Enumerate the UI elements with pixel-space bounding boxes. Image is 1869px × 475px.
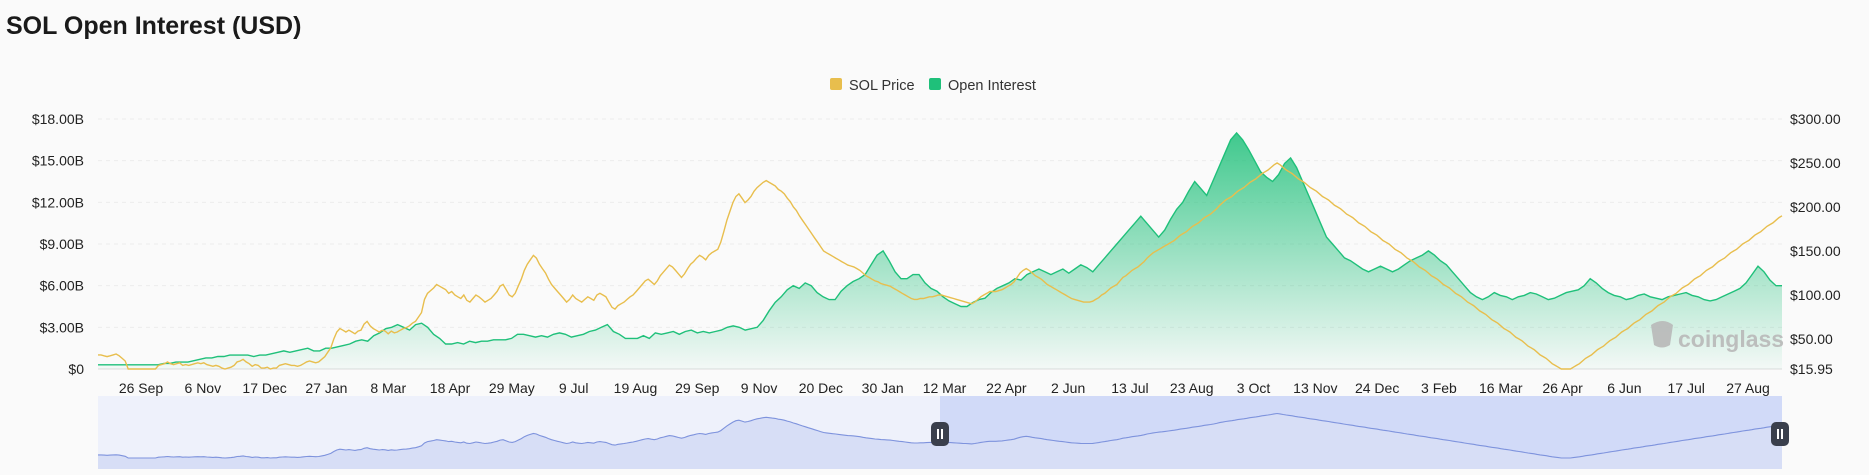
y-left-tick-label: $9.00B: [40, 236, 84, 252]
watermark-text: coinglass: [1678, 326, 1784, 352]
y-right-tick-label: $150.00: [1790, 243, 1841, 259]
x-tick-label: 29 Sep: [675, 380, 720, 396]
x-tick-label: 24 Dec: [1355, 380, 1399, 396]
y-left-tick-label: $15.00B: [32, 153, 84, 169]
y-left-tick-label: $18.00B: [32, 111, 84, 127]
y-right-tick-label: $250.00: [1790, 155, 1841, 171]
x-tick-label: 26 Apr: [1542, 380, 1583, 396]
y-left-tick-label: $3.00B: [40, 319, 84, 335]
y-left-tick-label: $12.00B: [32, 194, 84, 210]
right-axis: $15.95 $50.00 $100.00 $150.00 $200.00 $250.00…: [1790, 111, 1841, 377]
left-axis: $0 $3.00B $6.00B $9.00B $12.00B $15.00B $18.00…: [32, 111, 84, 377]
x-tick-label: 29 May: [489, 380, 535, 396]
x-tick-label: 2 Jun: [1051, 380, 1085, 396]
x-tick-label: 13 Jul: [1111, 380, 1148, 396]
x-tick-label: 23 Aug: [1170, 380, 1214, 396]
x-axis: 26 Sep 6 Nov 17 Dec 27 Jan 8 Mar 18 Apr 29 May…: [119, 380, 1770, 396]
open-interest-area: [98, 132, 1782, 369]
x-tick-label: 20 Dec: [799, 380, 843, 396]
x-tick-label: 18 Apr: [430, 380, 471, 396]
x-tick-label: 12 Mar: [923, 380, 967, 396]
x-tick-label: 13 Nov: [1293, 380, 1337, 396]
y-left-tick-label: $0: [68, 361, 84, 377]
x-tick-label: 17 Dec: [242, 380, 286, 396]
x-tick-label: 3 Oct: [1237, 380, 1271, 396]
y-right-tick-label: $50.00: [1790, 331, 1833, 347]
legend-swatch-open-interest: [929, 78, 941, 90]
x-tick-label: 3 Feb: [1421, 380, 1457, 396]
x-tick-label: 9 Jul: [559, 380, 589, 396]
x-tick-label: 26 Sep: [119, 380, 164, 396]
sol-price-line: [98, 162, 1783, 370]
navigator[interactable]: [98, 396, 1789, 469]
y-left-tick-label: $6.00B: [40, 278, 84, 294]
x-tick-label: 22 Apr: [986, 380, 1027, 396]
y-right-tick-label: $200.00: [1790, 199, 1841, 215]
coinglass-logo-icon: [1651, 321, 1673, 348]
page-title: SOL Open Interest (USD): [6, 12, 302, 40]
y-right-tick-label: $100.00: [1790, 287, 1841, 303]
open-interest-line: [98, 131, 1782, 366]
x-tick-label: 6 Jun: [1607, 380, 1641, 396]
x-tick-label: 30 Jan: [862, 380, 904, 396]
x-tick-label: 6 Nov: [185, 380, 222, 396]
legend[interactable]: SOL Price Open Interest: [830, 78, 1036, 94]
x-tick-label: 8 Mar: [370, 380, 406, 396]
legend-label-open-interest[interactable]: Open Interest: [948, 78, 1036, 94]
pause-icon: [1777, 429, 1783, 439]
x-tick-label: 19 Aug: [614, 380, 658, 396]
navigator-handle-left[interactable]: [931, 422, 949, 446]
x-tick-label: 16 Mar: [1479, 380, 1523, 396]
y-right-tick-label: $15.95: [1790, 361, 1833, 377]
x-tick-label: 9 Nov: [741, 380, 778, 396]
x-tick-label: 27 Aug: [1726, 380, 1770, 396]
plot-area[interactable]: [98, 131, 1783, 370]
pause-icon: [937, 429, 943, 439]
legend-label-sol-price[interactable]: SOL Price: [849, 78, 915, 94]
coinglass-watermark: coinglass: [1651, 321, 1784, 352]
y-right-tick-label: $300.00: [1790, 111, 1841, 127]
navigator-handle-right[interactable]: [1771, 422, 1789, 446]
navigator-area: [98, 413, 1782, 469]
x-tick-label: 27 Jan: [305, 380, 347, 396]
legend-swatch-sol-price: [830, 78, 842, 90]
x-tick-label: 17 Jul: [1668, 380, 1705, 396]
